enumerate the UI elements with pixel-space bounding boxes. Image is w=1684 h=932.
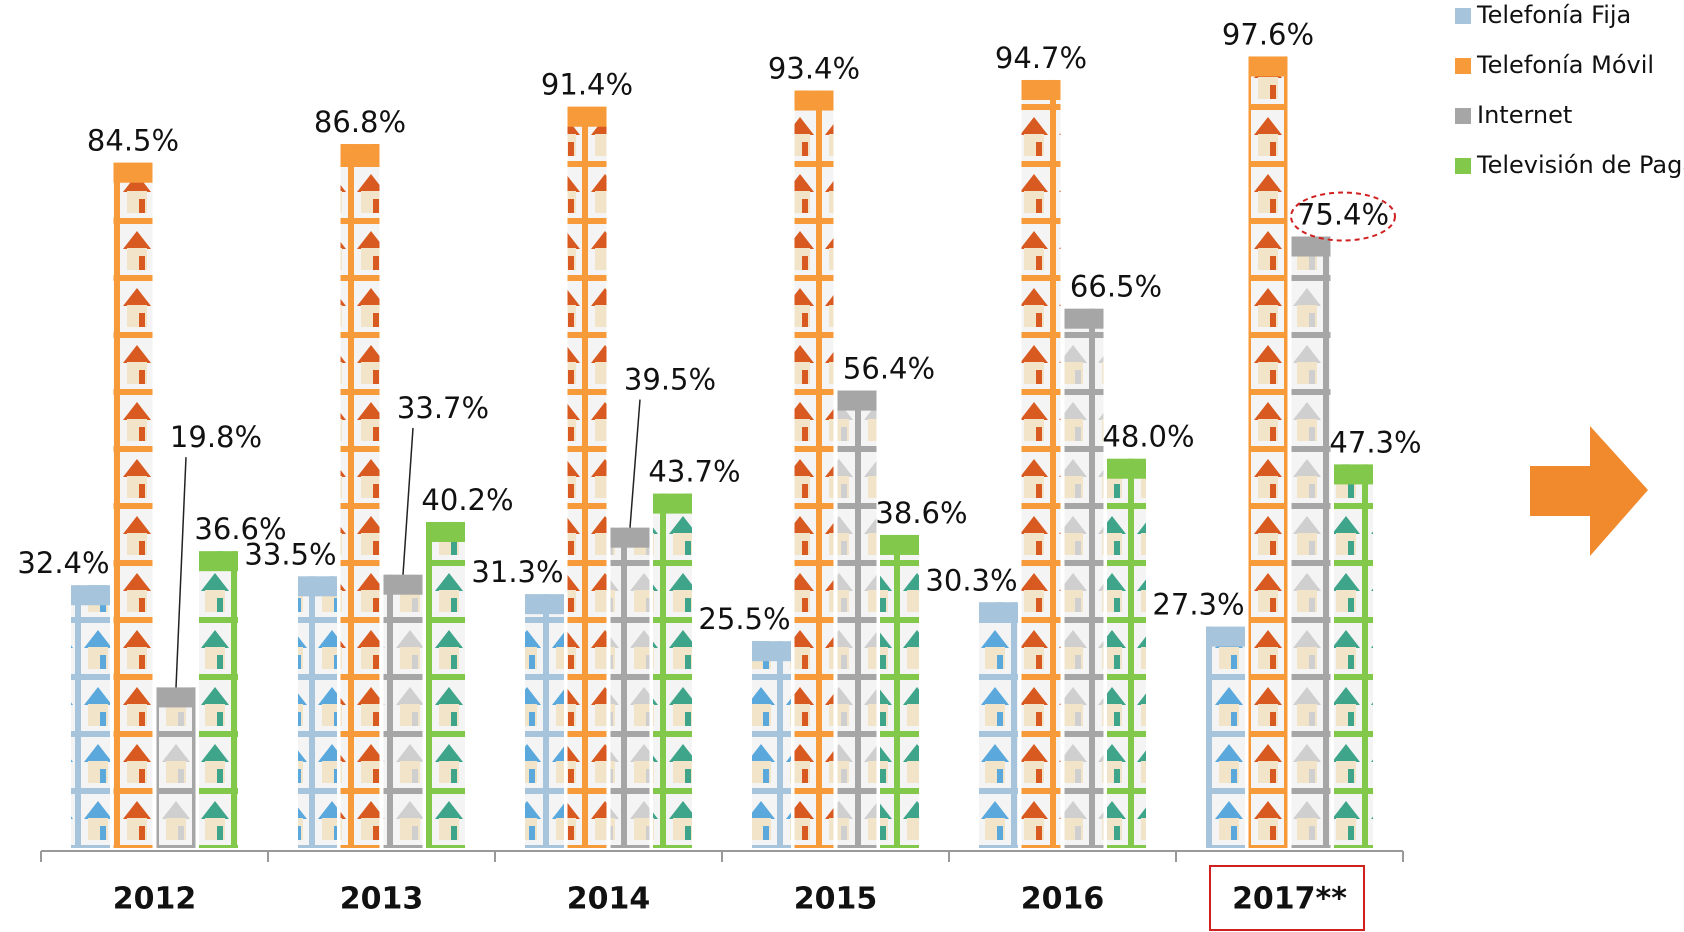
- bar-cap: [752, 641, 791, 662]
- x-tick-label: 2013: [340, 882, 424, 917]
- bar-cap: [113, 162, 153, 183]
- bar: [113, 162, 153, 848]
- bar-cap: [71, 585, 110, 606]
- leader-line: [175, 457, 187, 688]
- value-label: 36.6%: [194, 512, 286, 546]
- bar: [567, 106, 607, 849]
- legend-label: Telefonía Móvil: [1476, 51, 1654, 79]
- bar: [383, 574, 423, 848]
- highlight-box: [1209, 865, 1365, 931]
- bar: [1248, 56, 1288, 849]
- bar-cap: [1021, 79, 1061, 100]
- legend-swatch: [1455, 58, 1471, 74]
- value-label: 43.7%: [648, 455, 740, 489]
- bar-cap: [1107, 458, 1146, 479]
- value-label: 25.5%: [698, 602, 790, 636]
- value-label: 39.5%: [624, 363, 716, 397]
- bar: [340, 144, 380, 848]
- bar-cap: [1334, 464, 1373, 485]
- value-label: 40.2%: [421, 483, 513, 517]
- value-label: 91.4%: [541, 68, 633, 102]
- legend-label: Televisión de Paga: [1476, 151, 1684, 179]
- highlight-circle: [1290, 191, 1396, 242]
- bar-cap: [1291, 236, 1331, 257]
- value-label: 93.4%: [768, 52, 860, 86]
- bar-cap: [1206, 626, 1245, 647]
- x-tick-label: 2012: [113, 882, 197, 917]
- x-tick-label: 2017**: [1232, 882, 1347, 917]
- value-label: 84.5%: [87, 124, 179, 158]
- bar-cap: [610, 527, 650, 548]
- bar-cap: [1064, 308, 1104, 329]
- bar-cap: [383, 574, 423, 595]
- bar: [525, 594, 564, 848]
- bar-cap: [837, 390, 877, 411]
- bar-cap: [979, 602, 1018, 623]
- legend-label: Telefonía Fija: [1476, 1, 1631, 29]
- leader-line: [629, 399, 641, 528]
- bar: [653, 493, 692, 848]
- value-label: 48.0%: [1102, 420, 1194, 454]
- value-label: 33.7%: [397, 391, 489, 425]
- value-label: 97.6%: [1222, 17, 1314, 51]
- bar: [1021, 79, 1061, 848]
- legend-swatch: [1455, 8, 1471, 24]
- value-label: 94.7%: [995, 41, 1087, 75]
- value-label: 19.8%: [170, 420, 262, 454]
- x-tick-label: 2014: [567, 882, 651, 917]
- x-tick-label: 2016: [1021, 882, 1105, 917]
- bar-cap: [567, 106, 607, 127]
- value-label: 27.3%: [1152, 588, 1244, 622]
- bar-cap: [199, 551, 238, 572]
- bar-cap: [340, 144, 380, 165]
- bar-cap: [880, 534, 919, 555]
- bar: [1107, 458, 1146, 848]
- bar: [1291, 236, 1331, 849]
- arrow: [1530, 426, 1648, 556]
- bar: [1206, 626, 1245, 848]
- value-label: 30.3%: [925, 563, 1017, 597]
- bar-cap: [794, 90, 834, 111]
- bar: [71, 585, 110, 848]
- leader-line: [402, 427, 414, 575]
- bar: [298, 576, 337, 848]
- value-label: 86.8%: [314, 105, 406, 139]
- value-label: 66.5%: [1070, 270, 1162, 304]
- legend-swatch: [1455, 108, 1471, 124]
- value-label: 56.4%: [843, 352, 935, 386]
- bar-cap: [525, 594, 564, 615]
- value-label: 75.4%: [1297, 198, 1389, 232]
- bar: [752, 641, 791, 848]
- value-label: 38.6%: [875, 496, 967, 530]
- value-label: 47.3%: [1329, 425, 1421, 459]
- bar-cap: [426, 521, 465, 542]
- legend-label: Internet: [1477, 101, 1572, 129]
- bar-cap: [298, 576, 337, 597]
- legend-swatch: [1455, 158, 1471, 174]
- bar-cap: [156, 687, 196, 708]
- bar: [794, 90, 834, 848]
- value-label: 33.5%: [244, 537, 336, 571]
- x-tick-label: 2015: [794, 882, 878, 917]
- value-label: 31.3%: [471, 555, 563, 589]
- bar: [426, 521, 465, 848]
- bar: [156, 687, 196, 848]
- value-label: 32.4%: [17, 546, 109, 580]
- bar: [880, 534, 919, 848]
- bar-cap: [653, 493, 692, 514]
- bar: [979, 602, 1018, 848]
- bar: [1064, 308, 1104, 848]
- bar-cap: [1248, 56, 1288, 77]
- bar: [199, 551, 238, 848]
- bar: [610, 527, 650, 848]
- bar: [837, 390, 877, 848]
- bar: [1334, 464, 1373, 848]
